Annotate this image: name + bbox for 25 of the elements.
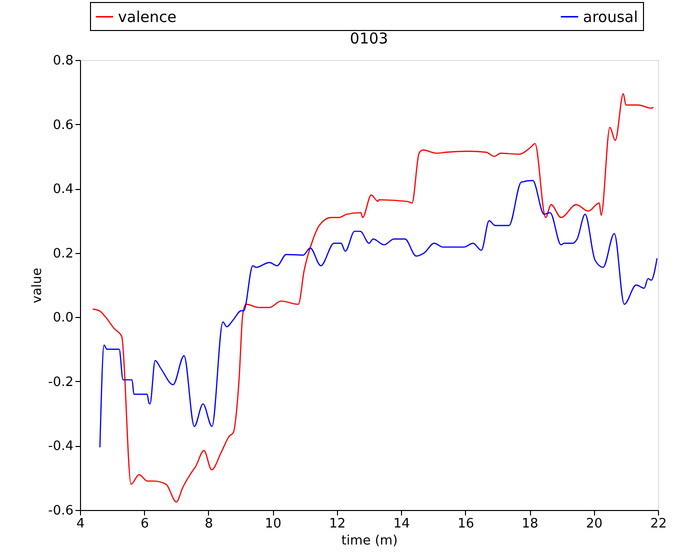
y-tick-label: 0.0 [52,310,74,326]
chart-title: 0103 [350,30,388,48]
x-axis-title: time (m) [341,534,398,548]
x-tick-label: 22 [650,516,667,532]
line-series [92,93,654,503]
x-tick-label: 12 [329,516,346,532]
y-tick-label: -0.2 [48,374,74,390]
x-tick-label: 4 [76,516,85,532]
y-tick-label: -0.4 [48,439,74,454]
x-tick-label: 6 [140,516,149,532]
x-tick-label: 20 [586,516,603,532]
x-tick-label: 16 [458,516,474,532]
y-tick-label: 0.4 [52,182,74,198]
y-axis-title: value [30,268,46,304]
line-series [99,180,658,448]
y-tick-label: -0.6 [48,504,74,518]
y-tick-label: 0.6 [52,118,74,133]
y-tick-label: 0.2 [52,246,74,262]
y-tick-label: 0.8 [52,54,74,68]
legend-label: valence [118,8,176,26]
x-tick-label: 14 [393,516,410,532]
legend-label: arousal [583,8,638,26]
x-tick-label: 10 [264,516,282,532]
x-tick-label: 8 [204,516,214,532]
x-tick-label: 18 [522,516,538,532]
